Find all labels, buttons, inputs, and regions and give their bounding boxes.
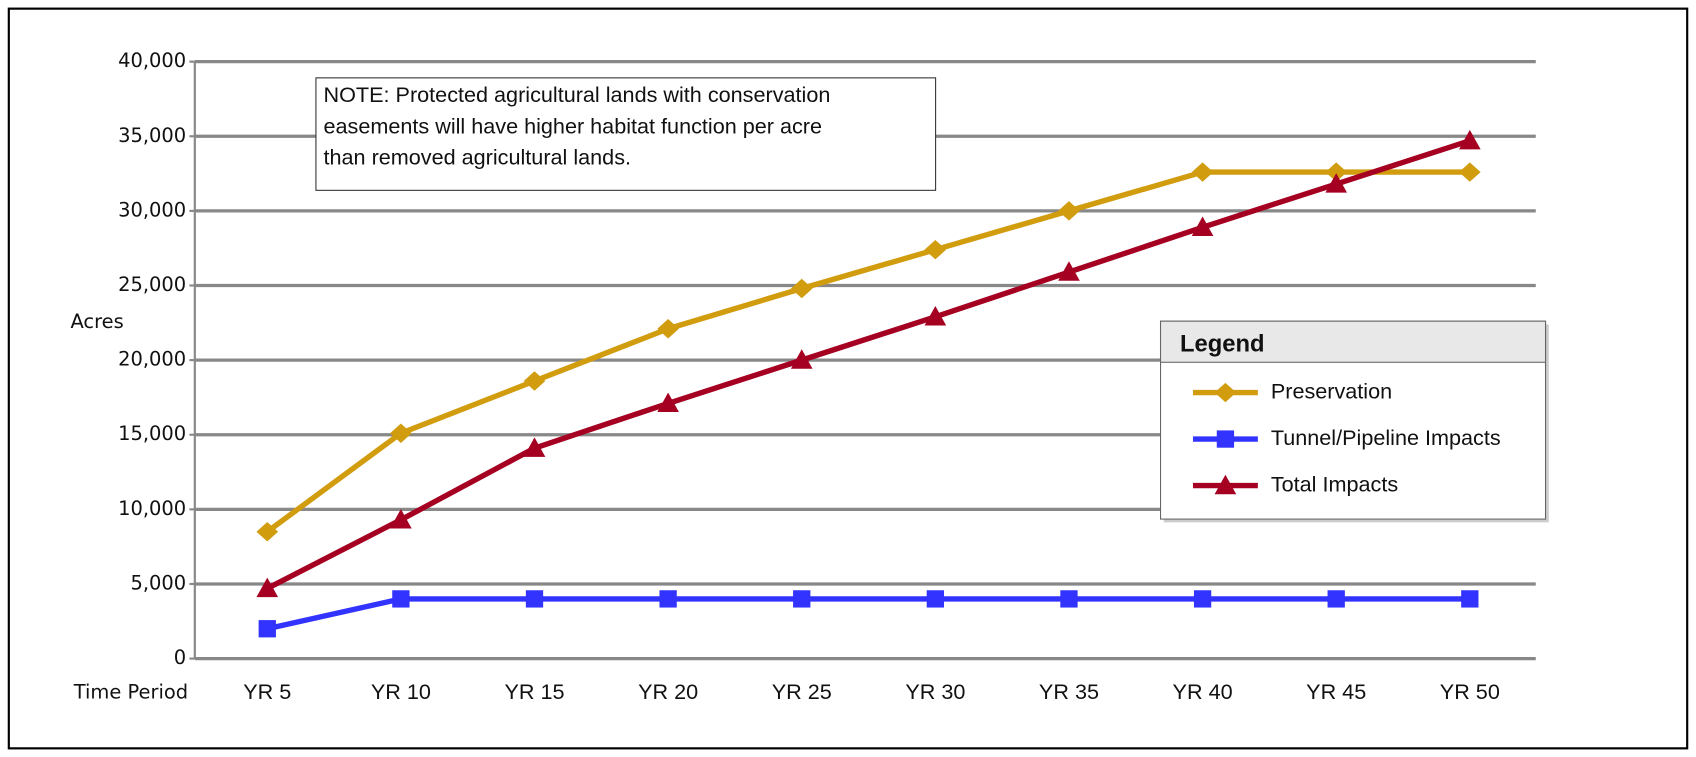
y-tick-label: 5,000 (130, 571, 186, 594)
marker (926, 590, 945, 608)
series-line (266, 138, 1471, 591)
x-tick-label: YR 15 (504, 679, 564, 704)
marker (1191, 216, 1214, 236)
series-line (266, 596, 1470, 632)
x-tick-label: YR 10 (371, 679, 431, 704)
y-tick-label: 20,000 (118, 348, 186, 371)
marker (1191, 162, 1214, 182)
marker (1327, 590, 1345, 608)
marker (659, 590, 677, 608)
series-line (265, 169, 1470, 534)
marker (390, 423, 412, 443)
marker (390, 508, 412, 529)
x-tick-label: YR 45 (1306, 679, 1366, 704)
marker (258, 620, 276, 638)
x-tick-label: YR 40 (1173, 679, 1233, 704)
marker (256, 522, 279, 542)
legend-title: Legend (1180, 330, 1265, 357)
note-text: NOTE: Protected agricultural lands with … (324, 82, 831, 107)
x-axis-label: Time Period (73, 681, 188, 704)
x-tick-label: YR 30 (905, 679, 965, 704)
marker (1058, 261, 1080, 281)
marker (1060, 590, 1078, 608)
note-box (315, 77, 937, 191)
legend-label: Total Impacts (1271, 471, 1398, 496)
marker (1216, 430, 1235, 448)
marker (523, 371, 546, 391)
y-tick-label: 30,000 (118, 198, 186, 221)
marker (790, 349, 813, 369)
marker (1325, 173, 1348, 193)
marker (790, 278, 813, 299)
y-tick-label: 40,000 (118, 49, 186, 72)
y-tick-label: 35,000 (118, 124, 186, 147)
x-tick-label: YR 20 (638, 679, 698, 704)
marker (523, 437, 546, 457)
y-tick-label: 25,000 (118, 273, 186, 296)
note-text: easements will have higher habitat funct… (324, 113, 823, 138)
marker (392, 590, 410, 608)
y-tick-label: 10,000 (118, 497, 186, 520)
y-tick-label: 0 (174, 646, 186, 669)
legend-label: Preservation (1271, 378, 1392, 403)
marker (525, 590, 544, 608)
marker (1214, 474, 1237, 495)
note: NOTE: Protected agricultural lands with … (324, 82, 831, 170)
marker (1459, 129, 1481, 150)
x-tick-label: YR 35 (1039, 679, 1099, 704)
marker (256, 577, 279, 598)
note-text: than removed agricultural lands. (324, 145, 632, 170)
marker (793, 590, 811, 608)
x-tick-label: YR 25 (772, 679, 832, 704)
legend-label: Tunnel/Pipeline Impacts (1271, 425, 1501, 450)
x-tick-label: YR 50 (1440, 679, 1500, 704)
grid: 0 5,000 10,000 15,000 20,000 25,000 30,000 35,0… (118, 49, 1536, 704)
marker (1193, 590, 1212, 608)
y-tick-label: 15,000 (118, 422, 186, 445)
marker (1461, 590, 1479, 608)
marker (657, 392, 679, 413)
legend-header (1159, 320, 1547, 363)
y-axis-label: Acres (70, 310, 123, 333)
x-tick-label: YR 5 (243, 679, 291, 704)
marker (1325, 162, 1348, 182)
marker (657, 319, 679, 339)
marker (924, 306, 947, 326)
